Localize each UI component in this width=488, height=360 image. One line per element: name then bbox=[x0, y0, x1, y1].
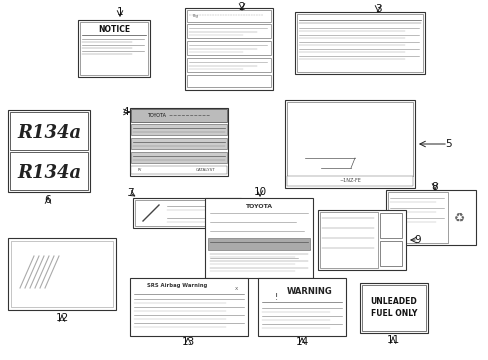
Text: 12: 12 bbox=[55, 313, 68, 323]
Text: R/: R/ bbox=[138, 168, 142, 172]
Bar bbox=[186, 58, 270, 72]
Bar bbox=[387, 192, 447, 243]
Bar bbox=[10, 112, 88, 150]
Bar bbox=[133, 198, 241, 228]
Text: !: ! bbox=[274, 293, 277, 302]
Bar bbox=[186, 41, 270, 55]
Text: 3: 3 bbox=[374, 4, 381, 14]
Bar bbox=[286, 102, 412, 176]
Bar bbox=[131, 109, 226, 122]
Bar bbox=[325, 120, 339, 132]
Text: R134a: R134a bbox=[17, 165, 81, 183]
Bar bbox=[131, 166, 226, 174]
Text: ♻: ♻ bbox=[453, 211, 465, 224]
Text: 1: 1 bbox=[117, 7, 123, 17]
Text: CATALYST: CATALYST bbox=[196, 168, 215, 172]
Bar bbox=[131, 138, 226, 149]
Bar bbox=[184, 8, 272, 90]
Bar bbox=[10, 152, 88, 190]
Bar bbox=[8, 238, 116, 310]
Bar bbox=[317, 210, 405, 270]
Text: 14: 14 bbox=[295, 337, 308, 347]
Bar bbox=[379, 213, 401, 238]
Bar bbox=[11, 241, 113, 307]
Bar bbox=[135, 200, 239, 226]
Text: FUEL ONLY: FUEL ONLY bbox=[370, 309, 416, 318]
Bar bbox=[309, 122, 319, 132]
Text: UNLEADED: UNLEADED bbox=[370, 297, 417, 306]
Bar bbox=[296, 14, 422, 72]
Bar bbox=[207, 238, 309, 250]
Bar bbox=[78, 20, 150, 77]
Bar bbox=[286, 176, 412, 186]
Bar bbox=[379, 241, 401, 266]
Text: 2: 2 bbox=[238, 2, 245, 12]
Text: SRS Airbag Warning: SRS Airbag Warning bbox=[146, 284, 207, 288]
Bar bbox=[80, 22, 148, 75]
Bar bbox=[319, 212, 377, 268]
Text: R134a: R134a bbox=[17, 123, 81, 141]
Bar bbox=[186, 10, 270, 22]
Text: NOTICE: NOTICE bbox=[98, 26, 130, 35]
Bar bbox=[285, 100, 414, 188]
Text: 13: 13 bbox=[181, 337, 194, 347]
Bar bbox=[8, 110, 90, 192]
Text: TOYOTA: TOYOTA bbox=[245, 203, 272, 208]
Text: 11: 11 bbox=[386, 335, 399, 345]
Text: 10: 10 bbox=[253, 187, 266, 197]
Bar bbox=[186, 75, 270, 87]
Bar bbox=[305, 130, 354, 158]
Bar bbox=[294, 12, 424, 74]
Text: 5: 5 bbox=[444, 139, 450, 149]
Text: x: x bbox=[234, 285, 237, 291]
Text: 8: 8 bbox=[431, 182, 437, 192]
Bar bbox=[131, 124, 226, 135]
Text: 7: 7 bbox=[126, 188, 133, 198]
Text: 9: 9 bbox=[414, 235, 421, 245]
Text: 4: 4 bbox=[122, 107, 129, 117]
Bar bbox=[359, 283, 427, 333]
Bar bbox=[186, 24, 270, 38]
Bar bbox=[258, 278, 346, 336]
Bar bbox=[385, 190, 475, 245]
Bar bbox=[130, 108, 227, 176]
Bar bbox=[130, 278, 247, 336]
Text: ~1NZ-FE: ~1NZ-FE bbox=[338, 179, 360, 184]
Text: Fig: Fig bbox=[193, 14, 199, 18]
Text: WARNING: WARNING bbox=[286, 288, 332, 297]
Bar bbox=[131, 152, 226, 163]
Text: 6: 6 bbox=[44, 195, 51, 205]
Bar bbox=[204, 198, 312, 278]
Bar bbox=[361, 285, 425, 331]
Text: TOYOTA  ~~~~~~~~~~: TOYOTA ~~~~~~~~~~ bbox=[147, 113, 210, 118]
